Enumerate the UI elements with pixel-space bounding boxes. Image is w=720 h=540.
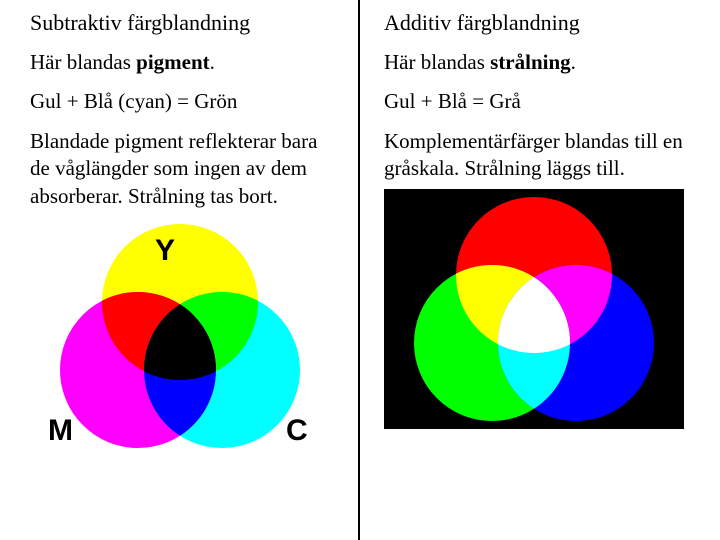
venn-label-g: G bbox=[402, 387, 425, 421]
venn-label-y: Y bbox=[155, 234, 175, 268]
venn-label-b: B bbox=[642, 387, 664, 421]
subheading-suffix: . bbox=[571, 50, 576, 74]
additive-heading: Additiv färgblandning bbox=[384, 10, 702, 36]
additive-subheading: Här blandas strålning. bbox=[384, 50, 702, 75]
subtractive-heading: Subtraktiv färgblandning bbox=[30, 10, 340, 36]
subheading-prefix: Här blandas bbox=[30, 50, 136, 74]
venn-label-c: C bbox=[286, 414, 308, 448]
additive-desc: Komplementärfärger blandas till en gråsk… bbox=[384, 128, 702, 183]
subheading-prefix: Här blandas bbox=[384, 50, 490, 74]
venn-label-r: R bbox=[642, 207, 664, 241]
subtractive-formula: Gul + Blå (cyan) = Grön bbox=[30, 89, 340, 114]
subtractive-subheading: Här blandas pigment. bbox=[30, 50, 340, 75]
subtractive-venn-diagram: Y M C bbox=[30, 216, 330, 456]
additive-venn-diagram: R G B bbox=[384, 189, 684, 429]
subtractive-column: Subtraktiv färgblandning Här blandas pig… bbox=[0, 0, 360, 540]
subtractive-desc: Blandade pigment reflekterar bara de våg… bbox=[30, 128, 340, 210]
additive-column: Additiv färgblandning Här blandas stråln… bbox=[360, 0, 720, 540]
subheading-bold: pigment bbox=[136, 50, 210, 74]
venn-label-m: M bbox=[48, 414, 73, 448]
additive-formula: Gul + Blå = Grå bbox=[384, 89, 702, 114]
subheading-bold: strålning bbox=[490, 50, 571, 74]
subheading-suffix: . bbox=[210, 50, 215, 74]
